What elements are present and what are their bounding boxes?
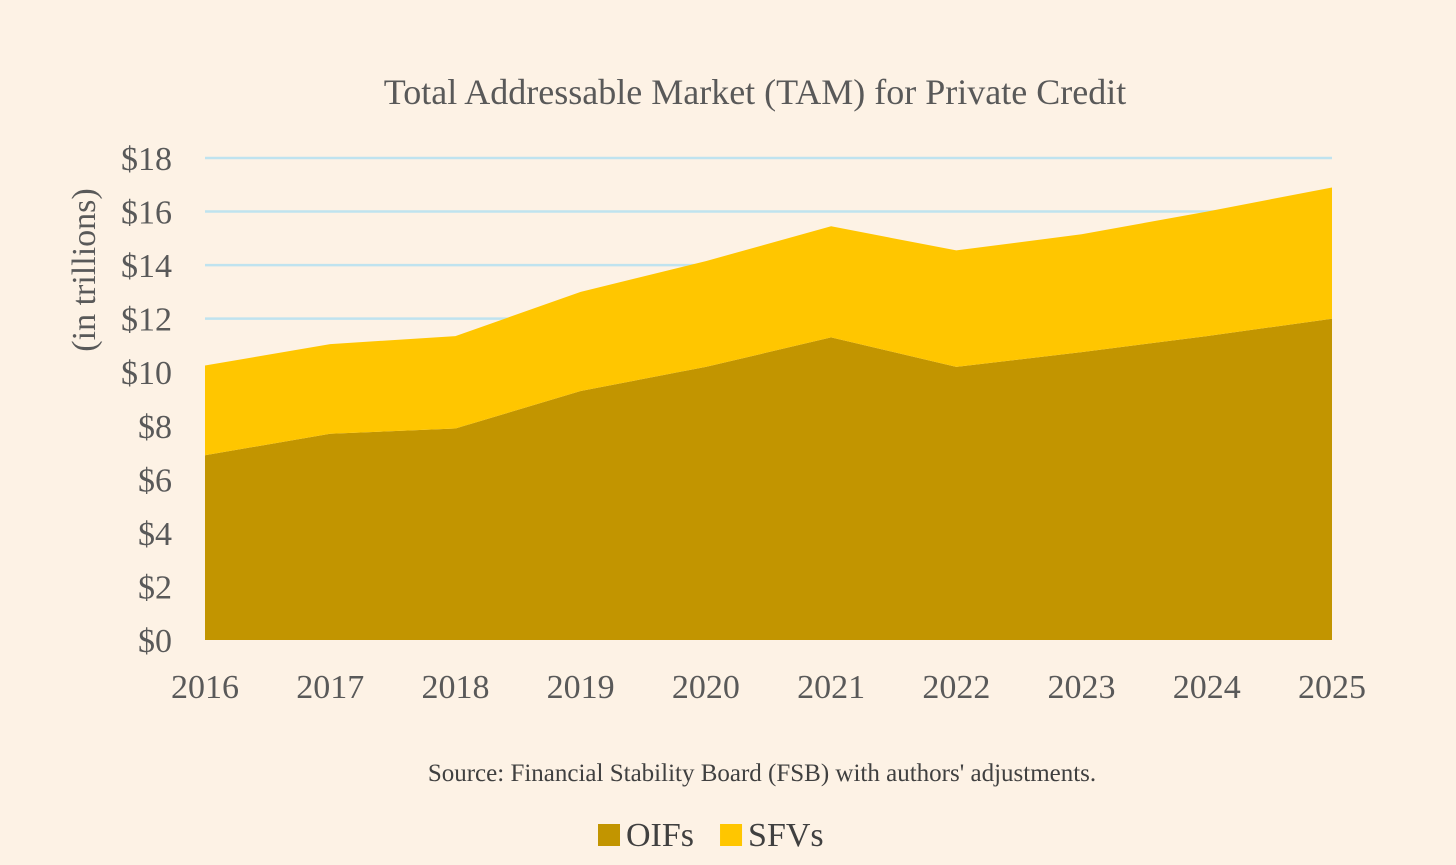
y-tick-label: $14 xyxy=(121,248,172,285)
y-axis-label: (in trillions) xyxy=(66,188,103,351)
y-tick-label: $10 xyxy=(121,355,172,392)
area-series-sfvs xyxy=(205,187,1332,456)
y-tick-label: $18 xyxy=(121,141,172,178)
x-tick-label: 2025 xyxy=(1298,669,1366,706)
y-tick-label: $2 xyxy=(138,569,172,606)
x-tick-label: 2022 xyxy=(922,669,990,706)
x-tick-label: 2016 xyxy=(171,669,239,706)
y-tick-label: $12 xyxy=(121,302,172,339)
x-tick-label: 2019 xyxy=(547,669,615,706)
x-tick-label: 2023 xyxy=(1048,669,1116,706)
legend-item-oifs: OIFs xyxy=(598,817,694,854)
x-tick-label: 2018 xyxy=(421,669,489,706)
legend-swatch xyxy=(598,824,620,846)
y-tick-label: $6 xyxy=(138,462,172,499)
x-tick-label: 2017 xyxy=(296,669,364,706)
x-tick-label: 2021 xyxy=(797,669,865,706)
legend-label: SFVs xyxy=(748,817,824,854)
source-note: Source: Financial Stability Board (FSB) … xyxy=(428,760,1096,787)
x-tick-label: 2020 xyxy=(672,669,740,706)
legend-item-sfvs: SFVs xyxy=(720,817,824,854)
y-tick-label: $8 xyxy=(138,409,172,446)
legend-label: OIFs xyxy=(626,817,694,854)
x-tick-label: 2024 xyxy=(1173,669,1241,706)
y-tick-label: $4 xyxy=(138,516,172,553)
plot-areas xyxy=(205,187,1332,640)
x-axis-ticks: 2016 2017 2018 2019 2020 2021 2022 2023 2024 2025 xyxy=(171,669,1366,706)
y-tick-label: $16 xyxy=(121,195,172,232)
legend-swatch xyxy=(720,824,743,846)
chart-title: Total Addressable Market (TAM) for Priva… xyxy=(384,72,1126,112)
y-tick-label: $0 xyxy=(138,623,172,660)
area-series-oifs xyxy=(205,318,1332,640)
y-axis-ticks: $0 $2 $4 $6 $8 $10 $12 $14 $16 $18 xyxy=(121,141,172,660)
legend: OIFs SFVs xyxy=(598,817,824,854)
